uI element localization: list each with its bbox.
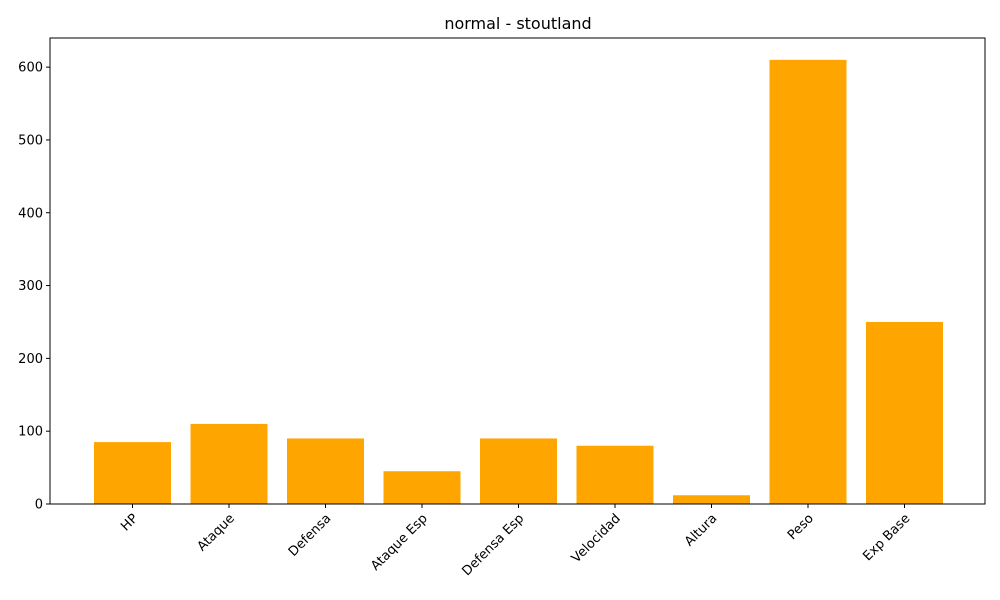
- bars-group: [94, 59, 943, 505]
- y-tick-label: 300: [18, 279, 43, 294]
- bar-hp: [94, 442, 171, 504]
- bar-peso: [769, 59, 847, 505]
- plot-frame: [49, 37, 986, 505]
- y-tick-label: 100: [18, 425, 43, 440]
- chart-title: normal - stoutland: [444, 14, 591, 33]
- y-tick-label: 500: [18, 133, 43, 148]
- bar-velocidad: [576, 445, 654, 504]
- bar-defensa: [287, 438, 364, 504]
- bar-ataque-esp: [383, 471, 461, 504]
- bar-altura: [673, 495, 750, 504]
- y-axis: 0 100 200 300 400 500 600: [18, 61, 50, 513]
- y-tick-label: 600: [18, 61, 43, 76]
- y-tick-label: 200: [18, 352, 43, 367]
- y-tick-label: 0: [35, 498, 43, 513]
- bar-defensa-esp: [480, 438, 557, 504]
- bar-exp-base: [866, 321, 943, 504]
- bar-ataque: [190, 423, 268, 504]
- y-tick-label: 400: [18, 206, 43, 221]
